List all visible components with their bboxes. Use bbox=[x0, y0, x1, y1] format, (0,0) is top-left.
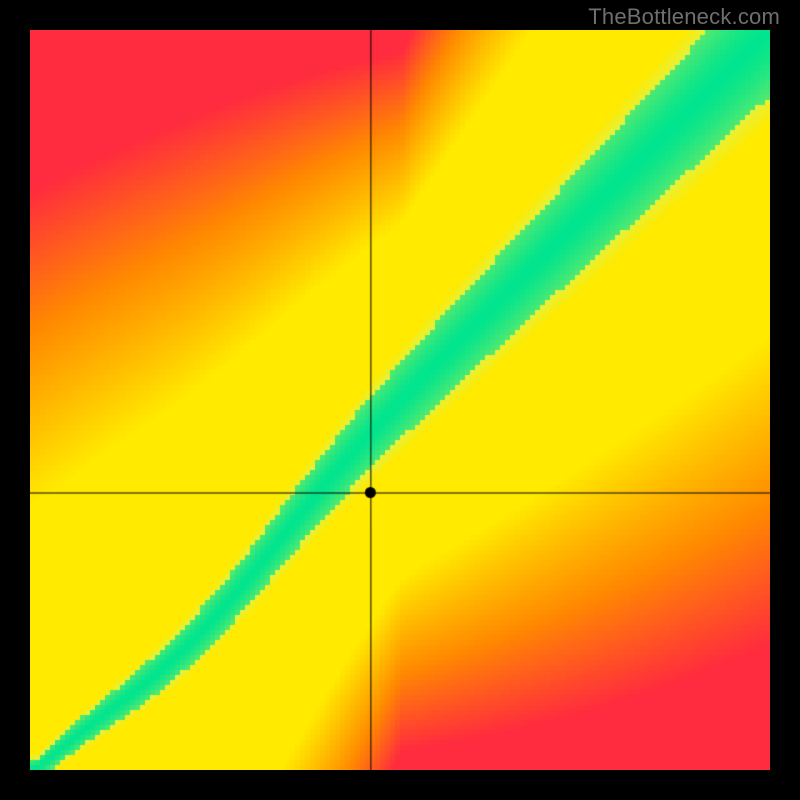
bottleneck-heatmap bbox=[30, 30, 770, 770]
chart-container: TheBottleneck.com bbox=[0, 0, 800, 800]
watermark-text: TheBottleneck.com bbox=[588, 4, 780, 30]
